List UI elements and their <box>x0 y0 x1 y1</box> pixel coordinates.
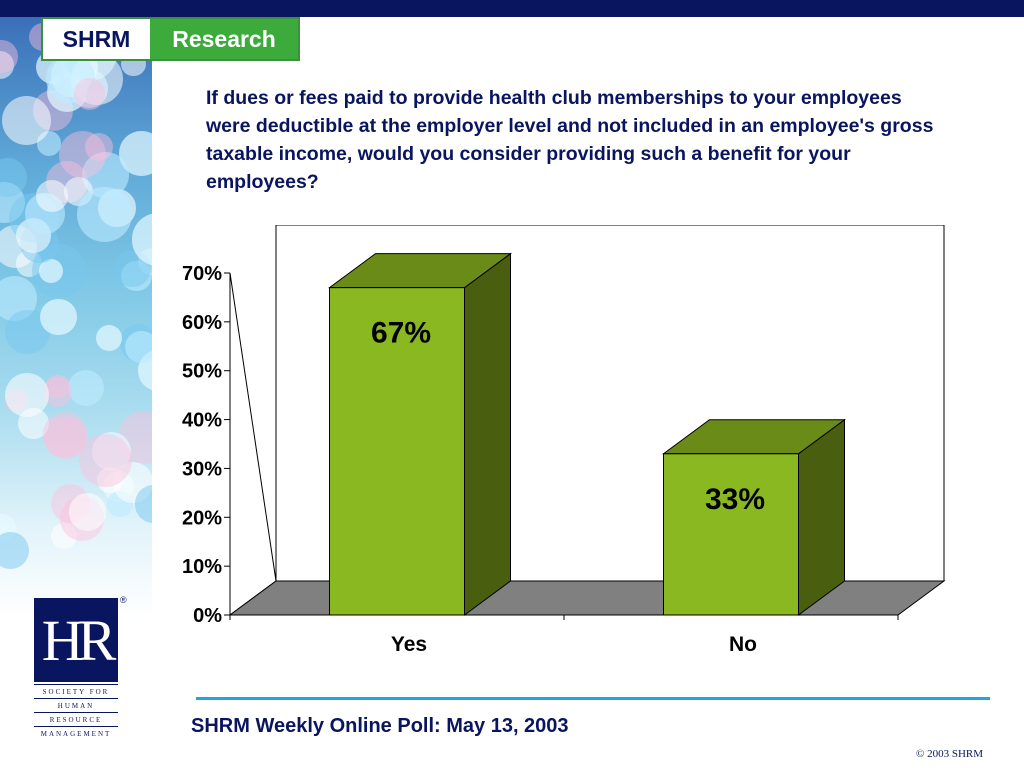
bokeh-dot <box>95 324 123 352</box>
registered-mark: ® <box>120 595 127 605</box>
bokeh-dot <box>85 132 114 161</box>
y-tick-label: 50% <box>182 361 222 383</box>
top-bar <box>0 0 1024 17</box>
bokeh-dot <box>0 532 30 570</box>
logo-shrm-text: SHRM <box>62 25 131 52</box>
hr-line-1: SOCIETY FOR <box>34 684 118 698</box>
bar-data-label: 33% <box>705 483 765 516</box>
bokeh-dot <box>1 95 51 145</box>
bokeh-dot <box>42 412 87 457</box>
bokeh-dot <box>36 180 68 212</box>
bokeh-dot <box>92 432 132 472</box>
bokeh-dot <box>51 523 78 550</box>
bokeh-dot <box>4 372 50 417</box>
bokeh-dot <box>39 259 63 283</box>
hr-logo-text: SOCIETY FOR HUMAN RESOURCE MANAGEMENT <box>34 684 118 740</box>
y-tick-label: 20% <box>182 507 222 529</box>
bokeh-dot <box>0 157 28 197</box>
bokeh-dot <box>73 78 106 110</box>
bokeh-dot <box>68 493 107 531</box>
y-tick-label: 30% <box>182 458 222 480</box>
hr-society-logo: HR ® SOCIETY FOR HUMAN RESOURCE MANAGEME… <box>34 595 127 740</box>
bokeh-dot <box>45 53 96 103</box>
copyright: © 2003 SHRM <box>916 748 984 760</box>
decorative-bokeh-panel <box>0 17 152 617</box>
x-category-label: No <box>729 633 757 656</box>
bokeh-dot <box>134 485 152 523</box>
bar <box>663 453 799 616</box>
bokeh-dot <box>96 466 123 493</box>
bar-data-label: 67% <box>371 317 431 350</box>
poll-question: If dues or fees paid to provide health c… <box>206 87 934 193</box>
bokeh-dot <box>0 39 18 73</box>
hr-line-4: MANAGEMENT <box>34 726 118 740</box>
bar <box>329 287 465 616</box>
bokeh-dot <box>58 131 106 179</box>
bokeh-dot <box>40 298 78 336</box>
footer-title: SHRM Weekly Online Poll: May 13, 2003 <box>191 715 569 737</box>
bokeh-dot <box>125 330 152 363</box>
hr-line-2: HUMAN <box>34 698 118 712</box>
logo-research-text: Research <box>150 19 298 59</box>
bokeh-dot <box>68 369 105 407</box>
bokeh-dot <box>79 433 133 487</box>
footer-divider <box>196 697 990 700</box>
bokeh-dot <box>77 187 133 242</box>
bar-side <box>464 252 511 616</box>
x-category-label: Yes <box>391 633 427 656</box>
bokeh-dot <box>131 213 152 266</box>
bokeh-dot <box>45 374 70 399</box>
hr-mark: HR <box>34 598 118 682</box>
y-tick-label: 10% <box>182 556 222 578</box>
y-tick-label: 0% <box>193 605 222 627</box>
bokeh-dot <box>0 51 14 79</box>
bokeh-dot <box>44 416 87 460</box>
hr-line-3: RESOURCE <box>34 712 118 726</box>
y-tick-label: 70% <box>182 263 222 285</box>
bar-chart: 0% 10% 20% 30% 40% 50% 60% 70% 67% Yes 33% No <box>182 225 946 656</box>
chart-side-wall <box>229 272 277 616</box>
y-tick-label: 40% <box>182 410 222 432</box>
y-tick-label: 60% <box>182 312 222 334</box>
shrm-research-logo: SHRM Research <box>41 17 300 61</box>
